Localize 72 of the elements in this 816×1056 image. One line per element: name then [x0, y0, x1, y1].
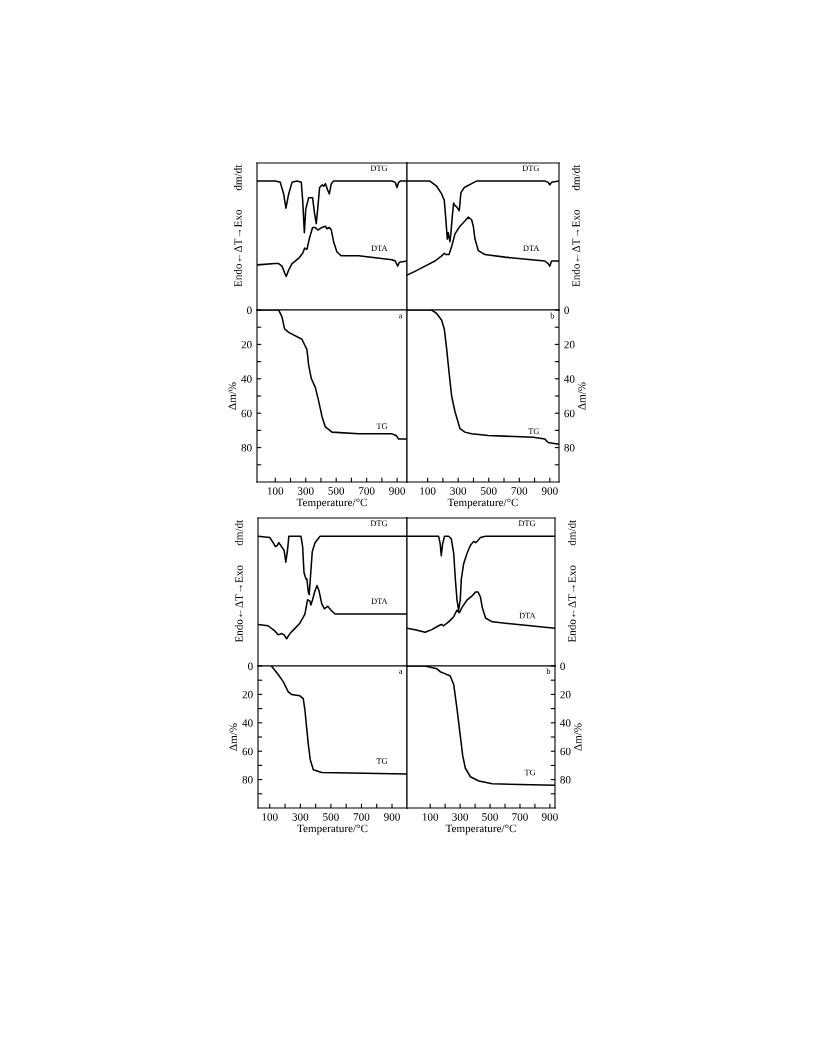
- y-axis-title: Δm/%: [229, 723, 238, 751]
- y2-tick-label: 40: [564, 375, 575, 383]
- y2-tick-label: 0: [560, 662, 565, 670]
- y2-tick-label: 60: [560, 747, 571, 756]
- y2-tick-label: 60: [564, 409, 575, 418]
- x-tick-label: 700: [359, 487, 375, 495]
- series-label: DTG: [370, 165, 388, 172]
- text: Endo←ΔT→Exo: [234, 565, 243, 643]
- x-tick-label: 900: [384, 813, 400, 821]
- y-tick-label: 0: [248, 662, 253, 670]
- y-tick-label: 40: [241, 375, 252, 383]
- y-axis-title: dm/dt: [234, 519, 243, 546]
- y2-axis-title: dm/dt: [571, 164, 580, 191]
- x-tick-label: 300: [452, 813, 469, 821]
- series-label: DTA: [519, 612, 536, 619]
- x-tick-label: 100: [422, 813, 439, 821]
- series-label: DTA: [371, 245, 388, 251]
- y2-tick-label: 80: [560, 776, 571, 784]
- x-axis-title: Temperature/°C: [447, 498, 518, 509]
- y2-tick-label: 0: [564, 306, 569, 314]
- y2-tick-label: 20: [564, 340, 575, 349]
- x-tick-label: 100: [420, 487, 436, 495]
- annotation: a: [399, 670, 403, 674]
- x-tick-label: 500: [323, 813, 339, 821]
- x-tick-label: 100: [262, 813, 278, 821]
- y-tick-label: 60: [242, 747, 253, 756]
- x-tick-label: 100: [267, 487, 284, 495]
- x-tick-label: 500: [328, 487, 345, 495]
- y2-axis-title: Δm/%: [578, 382, 586, 410]
- annotation: b: [550, 312, 555, 319]
- y-tick-label: 40: [242, 719, 253, 727]
- annotation: b: [546, 668, 551, 674]
- series-label: TG: [528, 428, 540, 435]
- series-label: TG: [524, 769, 536, 776]
- series-label: DTG: [518, 520, 536, 527]
- y2-axis-title: dm/dt: [567, 519, 576, 546]
- annotation: a: [399, 314, 403, 319]
- x-axis-title: Temperature/°C: [445, 824, 516, 835]
- y2-tick-label: 40: [560, 719, 571, 727]
- x-tick-label: 300: [297, 487, 314, 495]
- series-label: TG: [376, 423, 388, 429]
- x-tick-label: 300: [450, 487, 467, 495]
- x-tick-label: 700: [511, 487, 528, 495]
- text: Endo←ΔT→Exo: [571, 209, 580, 287]
- x-tick-label: 900: [541, 813, 558, 821]
- y-tick-label: 0: [247, 306, 252, 314]
- y2-tick-label: 20: [560, 690, 571, 699]
- series-label: DTA: [371, 598, 388, 604]
- series-label: DTG: [522, 165, 540, 172]
- x-axis-title: Temperature/°C: [297, 824, 368, 835]
- y2-axis-title: Δm/%: [574, 723, 582, 751]
- series-label: TG: [376, 758, 388, 764]
- y-tick-label: 80: [241, 444, 252, 452]
- series-label: DTG: [370, 520, 388, 527]
- x-tick-label: 500: [482, 813, 498, 821]
- series-label: DTA: [523, 245, 540, 251]
- y-axis-title: dm/dt: [233, 164, 242, 191]
- x-tick-label: 500: [481, 487, 497, 495]
- x-tick-label: 300: [292, 813, 309, 821]
- y-tick-label: 80: [242, 776, 253, 784]
- x-tick-label: 900: [389, 487, 406, 495]
- y-tick-label: 20: [241, 340, 252, 349]
- y-tick-label: 20: [242, 690, 253, 699]
- y2-tick-label: 80: [564, 444, 575, 452]
- y-tick-label: 60: [241, 409, 252, 418]
- y-axis-title: Δm/%: [228, 382, 237, 410]
- x-tick-label: 900: [541, 487, 558, 495]
- text: Endo←ΔT→Exo: [567, 565, 576, 643]
- text: Endo←ΔT→Exo: [233, 209, 242, 287]
- x-tick-label: 700: [512, 813, 528, 821]
- x-tick-label: 700: [353, 813, 370, 821]
- x-axis-title: Temperature/°C: [296, 498, 367, 509]
